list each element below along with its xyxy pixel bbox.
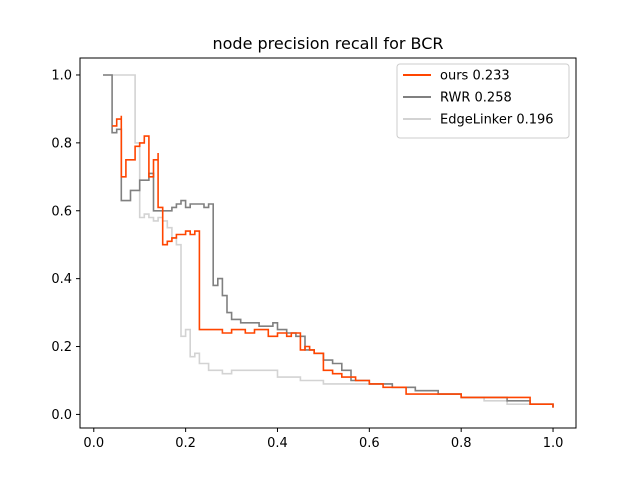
x-tick-label: 0.8 [451,436,472,451]
y-tick-label: 0.4 [51,272,72,287]
y-tick-label: 1.0 [51,68,72,83]
y-tick-label: 0.0 [51,408,72,423]
x-tick-label: 1.0 [543,436,564,451]
series-line-0 [112,115,554,408]
legend-label-2: EdgeLinker 0.196 [440,113,554,128]
legend-label-0: ours 0.233 [440,69,510,84]
x-tick-label: 0.6 [359,436,380,451]
x-axis: 0.0 0.2 0.4 0.6 0.8 1.0 [83,428,563,451]
y-axis: 0.0 0.2 0.4 0.6 0.8 1.0 [51,68,80,423]
y-tick-label: 0.2 [51,340,72,355]
legend-box [396,63,570,139]
legend: ours 0.233 RWR 0.258 EdgeLinker 0.196 [396,63,570,139]
plot-frame [79,57,577,429]
y-tick-label: 0.8 [51,136,72,151]
y-tick-label: 0.6 [51,204,72,219]
x-tick-label: 0.4 [267,436,288,451]
chart-title: node precision recall for BCR [213,34,444,53]
x-tick-label: 0.0 [83,436,104,451]
legend-label-1: RWR 0.258 [440,91,512,106]
plot-lines [103,74,554,408]
x-tick-label: 0.2 [175,436,196,451]
